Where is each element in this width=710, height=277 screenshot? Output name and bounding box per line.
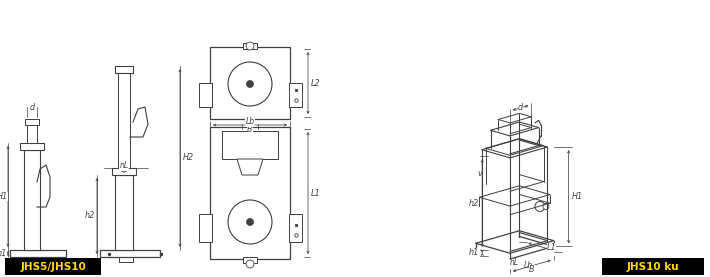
Text: H1: H1 [0,192,8,201]
Circle shape [228,62,272,106]
Text: nL: nL [510,258,519,267]
Bar [289,83,302,107]
Text: L1: L1 [311,189,321,198]
Text: h2: h2 [469,199,479,207]
Text: B: B [529,265,535,274]
Circle shape [246,81,253,88]
Text: d: d [518,103,523,112]
Bar [5,258,101,275]
Text: v: v [477,169,482,178]
Bar [115,175,133,250]
Bar [243,257,257,263]
Bar [100,250,160,257]
Text: L1: L1 [547,243,557,252]
Bar [25,119,39,125]
Text: h1: h1 [469,248,479,257]
Bar [199,214,212,242]
Bar [27,125,37,143]
Bar [20,143,44,150]
Circle shape [543,203,549,209]
Text: JHS10 ku: JHS10 ku [627,261,679,271]
Circle shape [246,260,254,268]
Text: h2: h2 [85,212,95,220]
Text: nL: nL [119,161,129,171]
Text: d: d [29,102,35,112]
Circle shape [246,219,253,225]
Bar [24,150,40,250]
Text: JHS5/JHS10: JHS5/JHS10 [20,261,86,271]
Bar [112,168,136,175]
Bar [210,47,290,119]
Text: Lb: Lb [524,261,533,270]
Bar [115,66,133,73]
Circle shape [246,42,254,50]
Text: Lb: Lb [246,117,255,127]
Bar [289,214,302,242]
Bar [118,73,130,168]
Bar [243,43,257,49]
Bar [210,127,290,259]
Text: L2: L2 [311,78,321,88]
Polygon shape [237,159,263,175]
Text: h1: h1 [0,249,7,258]
Circle shape [535,201,545,211]
Text: H1: H1 [572,192,583,201]
Bar [222,131,278,159]
Circle shape [228,200,272,244]
Bar [10,250,66,257]
Text: B: B [247,124,253,134]
Bar [602,258,704,275]
Text: H2: H2 [182,153,194,163]
Bar [199,83,212,107]
